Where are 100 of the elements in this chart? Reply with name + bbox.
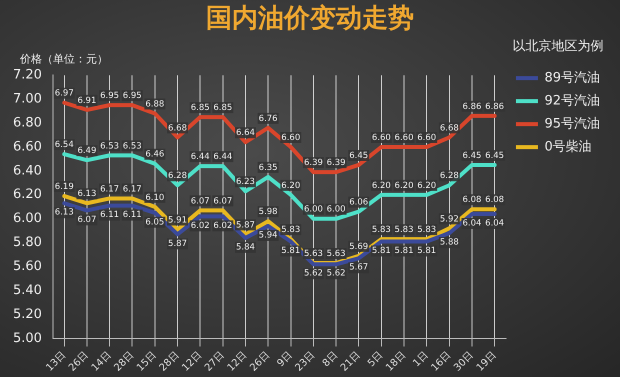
x-tick-label: 28日 — [158, 350, 182, 374]
x-tick-label: 5日 — [366, 350, 386, 370]
data-label: 6.85 — [190, 103, 210, 114]
data-label: 6.08 — [462, 195, 482, 206]
data-label: 5.91 — [168, 216, 187, 226]
data-label: 5.62 — [326, 268, 346, 279]
y-tick-label: 6.20 — [12, 187, 42, 202]
data-label: 6.85 — [213, 103, 232, 114]
y-axis-title: 价格（单位：元） — [19, 52, 108, 66]
x-tick-label: 9日 — [275, 350, 295, 370]
data-label: 6.44 — [213, 152, 232, 162]
data-label: 6.17 — [122, 184, 142, 194]
data-label: 5.88 — [440, 238, 459, 248]
x-tick-label: 12日 — [180, 350, 204, 374]
y-tick-label: 6.60 — [12, 139, 42, 154]
y-tick-label: 5.80 — [12, 235, 42, 250]
data-label: 5.94 — [258, 230, 278, 240]
x-tick-label: 30日 — [452, 350, 476, 374]
data-label: 6.07 — [213, 196, 232, 206]
data-label: 6.19 — [54, 182, 74, 192]
data-label: 6.97 — [54, 88, 74, 99]
y-tick-label: 5.00 — [12, 330, 42, 346]
y-tick-label: 6.00 — [12, 211, 42, 226]
data-label: 6.44 — [190, 152, 210, 162]
data-label: 6.86 — [485, 102, 504, 112]
x-tick-label: 1日 — [411, 350, 431, 370]
legend-label: 89号汽油 — [544, 70, 600, 86]
data-label: 6.28 — [440, 171, 459, 182]
data-label: 6.00 — [304, 204, 323, 215]
data-label: 5.84 — [236, 242, 255, 252]
legend-label: 0号柴油 — [544, 139, 592, 154]
data-label: 6.60 — [417, 132, 436, 143]
x-tick-label: 13日 — [44, 350, 68, 374]
data-label: 6.20 — [417, 180, 436, 191]
data-label: 5.81 — [372, 246, 391, 256]
y-tick-label: 7.20 — [12, 68, 42, 83]
x-tick-label: 19日 — [474, 350, 499, 374]
data-label: 6.05 — [145, 217, 164, 228]
y-tick-label: 6.80 — [12, 115, 42, 130]
legend-title: 以北京地区为例 — [512, 38, 604, 54]
data-label: 6.88 — [145, 99, 164, 110]
y-tick-label: 5.60 — [12, 259, 42, 274]
data-label: 6.08 — [485, 195, 504, 206]
x-tick-label: 26日 — [67, 350, 91, 374]
data-label: 5.81 — [417, 246, 436, 256]
y-tick-label: 5.20 — [12, 306, 42, 322]
data-label: 6.53 — [122, 141, 142, 152]
data-label: 6.95 — [122, 91, 142, 102]
x-tick-label: 28日 — [112, 350, 136, 374]
data-label: 6.76 — [258, 114, 278, 124]
data-label: 6.23 — [236, 177, 255, 188]
data-label: 6.46 — [145, 150, 164, 160]
data-label: 6.20 — [372, 180, 391, 191]
data-label: 6.91 — [77, 96, 96, 106]
data-label: 5.67 — [349, 262, 368, 273]
data-label: 6.17 — [100, 184, 120, 194]
data-label: 6.60 — [281, 132, 300, 143]
data-label: 5.92 — [440, 214, 459, 224]
data-label: 5.83 — [417, 225, 436, 236]
data-label: 6.07 — [190, 196, 210, 206]
legend-label: 95号汽油 — [544, 116, 600, 132]
data-label: 6.68 — [168, 123, 187, 134]
data-label: 6.13 — [54, 208, 74, 218]
data-label: 5.83 — [394, 225, 414, 236]
x-tick-label: 12日 — [226, 350, 250, 374]
data-label: 6.60 — [394, 132, 414, 143]
data-label: 6.11 — [122, 210, 142, 220]
data-label: 6.02 — [213, 220, 232, 231]
data-label: 6.04 — [462, 218, 482, 228]
y-tick-label: 7.00 — [12, 92, 42, 107]
data-label: 6.95 — [100, 91, 120, 102]
y-tick-label: 5.40 — [12, 282, 42, 298]
y-tick-label: 6.40 — [12, 163, 42, 178]
x-tick-label: 23日 — [294, 350, 318, 374]
data-label: 6.02 — [190, 220, 210, 231]
data-label: 5.87 — [236, 220, 255, 230]
data-label: 6.53 — [100, 141, 120, 152]
data-label: 5.62 — [304, 268, 323, 279]
x-tick-label: 16日 — [429, 350, 454, 374]
data-label: 5.98 — [258, 207, 278, 218]
data-label: 6.39 — [326, 158, 346, 168]
data-label: 5.83 — [372, 225, 391, 236]
legend-label: 92号汽油 — [544, 93, 600, 108]
data-label: 6.68 — [440, 123, 459, 134]
data-label: 6.60 — [372, 132, 391, 143]
data-label: 6.00 — [326, 204, 346, 215]
data-label: 5.81 — [394, 246, 414, 256]
data-label: 6.20 — [281, 180, 300, 191]
data-label: 6.64 — [236, 128, 255, 138]
data-label: 5.87 — [168, 238, 187, 249]
data-label: 6.06 — [349, 198, 368, 208]
data-label: 6.04 — [485, 218, 504, 228]
x-tick-label: 18日 — [384, 350, 408, 374]
data-label: 6.45 — [485, 150, 504, 161]
data-label: 6.11 — [100, 210, 120, 220]
data-label: 6.39 — [304, 158, 323, 168]
data-label: 6.45 — [349, 150, 368, 161]
data-label: 6.49 — [77, 146, 96, 156]
x-tick-label: 15日 — [134, 350, 159, 374]
data-label: 6.45 — [462, 150, 482, 161]
